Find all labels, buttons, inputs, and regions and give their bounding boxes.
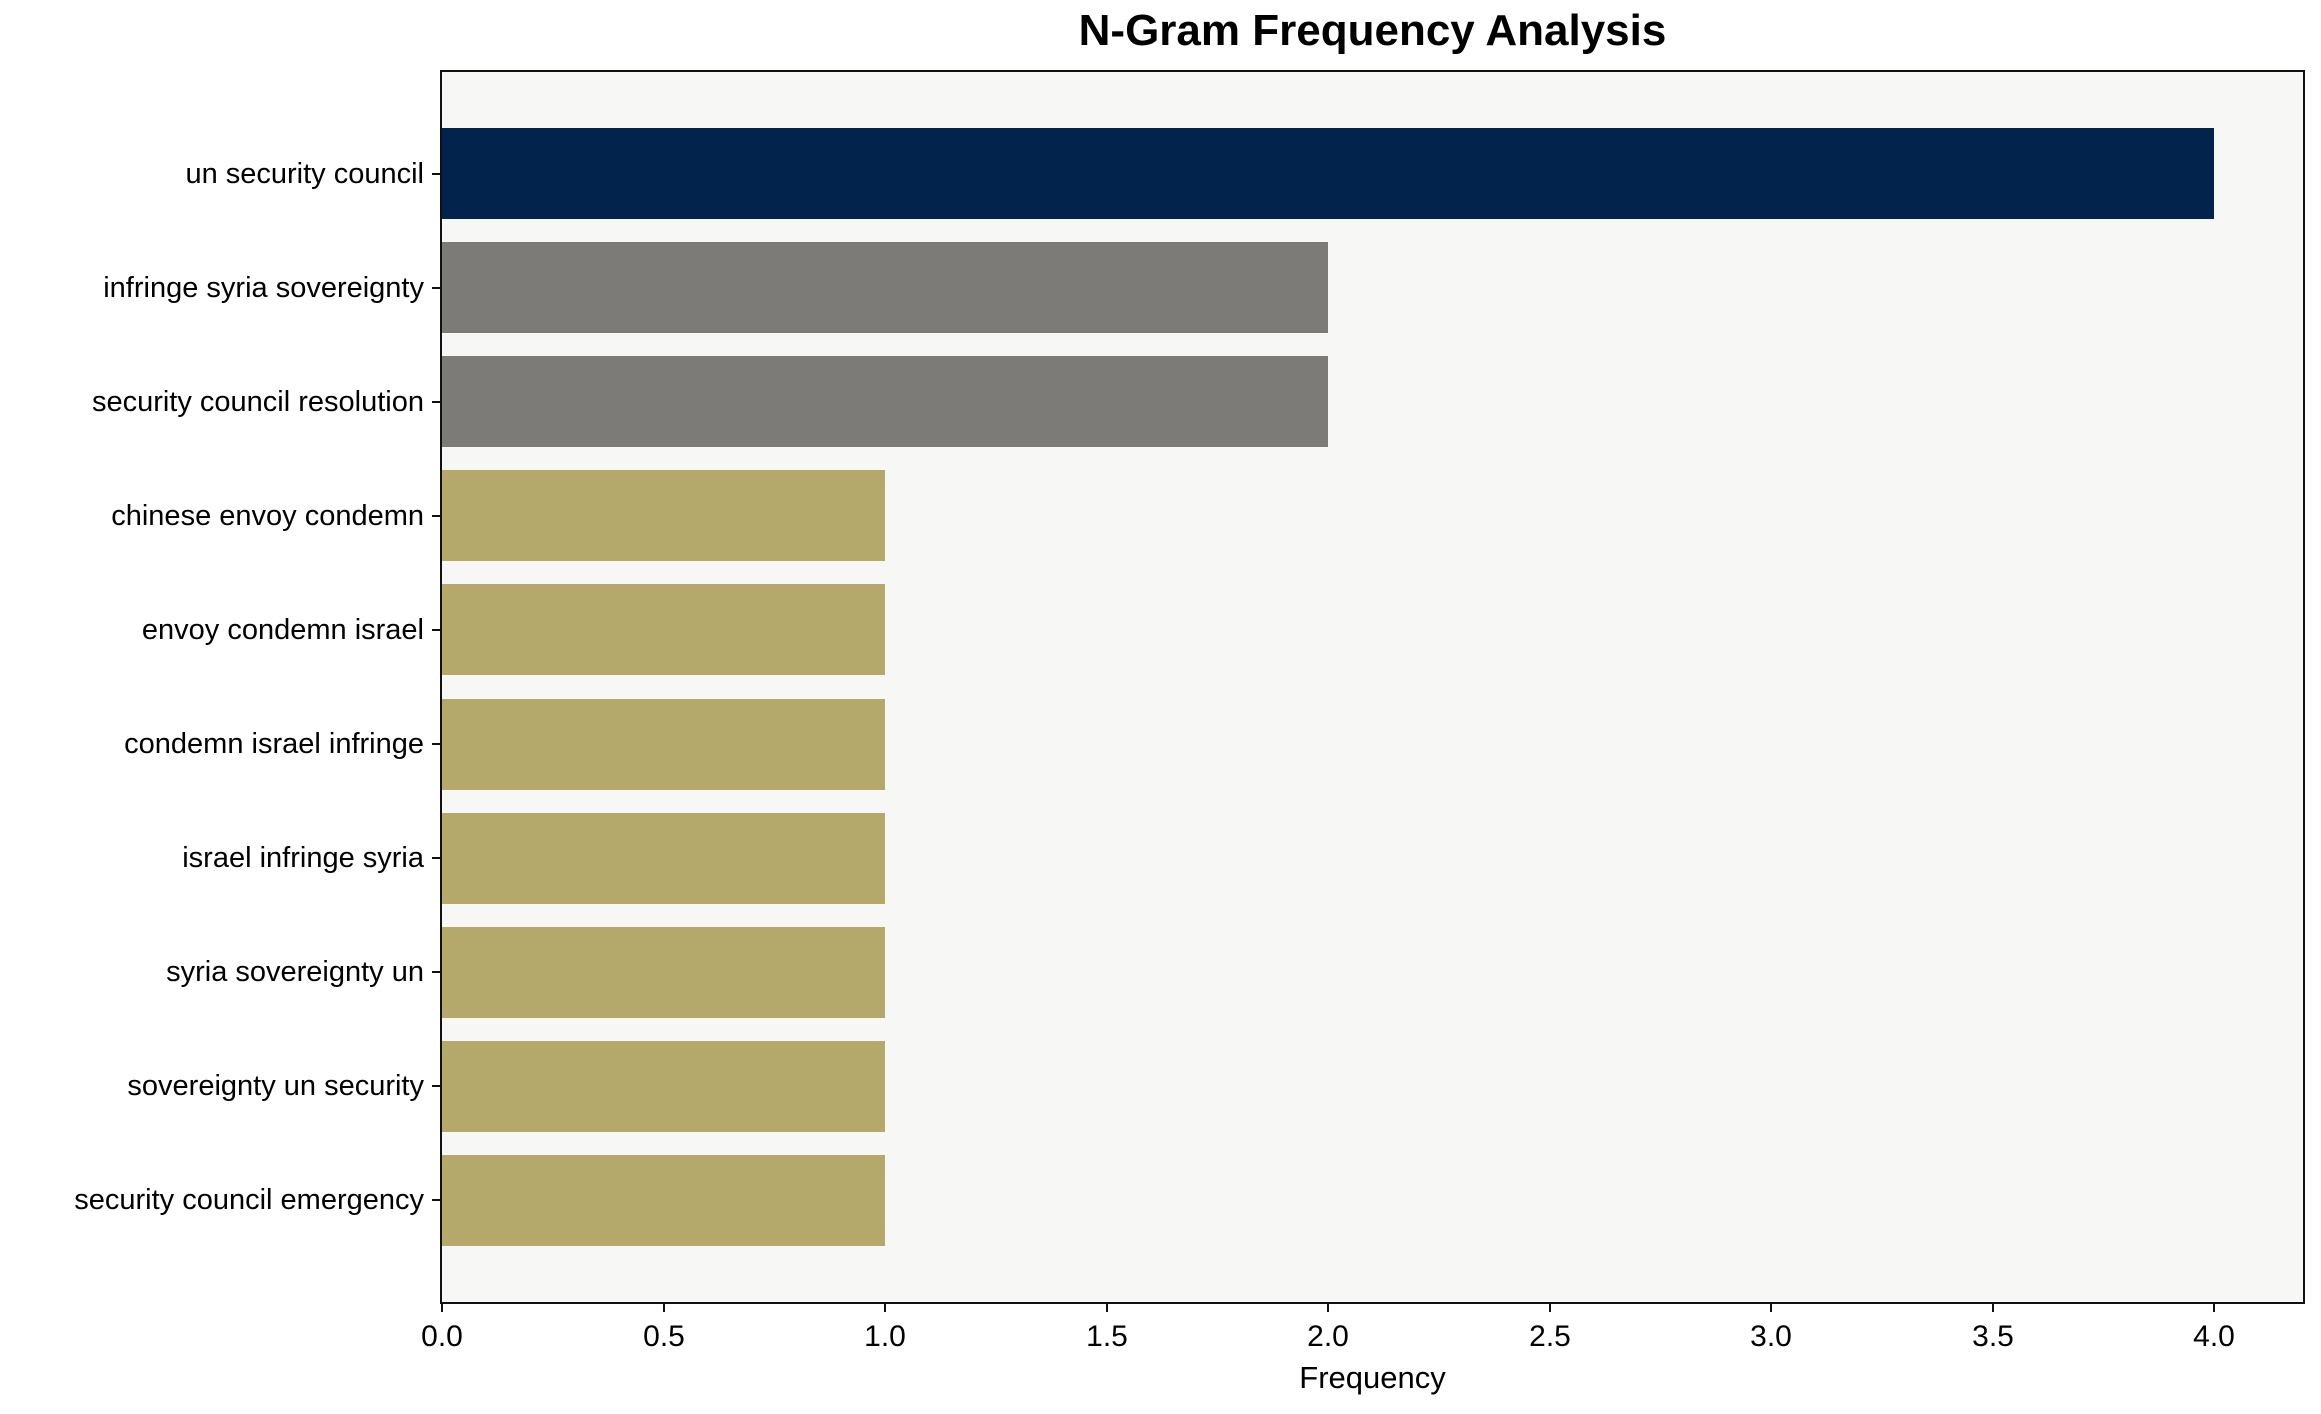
x-tick-label: 2.0 xyxy=(1307,1320,1349,1353)
y-tick-label: israel infringe syria xyxy=(182,842,424,874)
y-tick-mark xyxy=(432,401,442,403)
x-tick-mark xyxy=(663,1302,665,1312)
y-tick-label: infringe syria sovereignty xyxy=(103,272,424,304)
bar xyxy=(442,699,885,790)
x-tick-mark xyxy=(884,1302,886,1312)
y-tick-label: security council emergency xyxy=(74,1184,424,1216)
x-tick-label: 3.5 xyxy=(1972,1320,2014,1353)
bar xyxy=(442,1155,885,1246)
bar xyxy=(442,470,885,561)
bar xyxy=(442,813,885,904)
y-tick-label: chinese envoy condemn xyxy=(111,500,424,532)
y-tick-mark xyxy=(432,173,442,175)
spine-right xyxy=(2303,70,2305,1304)
x-tick-label: 0.0 xyxy=(421,1320,463,1353)
x-tick-label: 1.0 xyxy=(864,1320,906,1353)
chart-title: N-Gram Frequency Analysis xyxy=(1078,6,1667,55)
y-tick-mark xyxy=(432,1199,442,1201)
x-tick-label: 2.5 xyxy=(1529,1320,1571,1353)
y-tick-mark xyxy=(432,515,442,517)
x-tick-mark xyxy=(1106,1302,1108,1312)
y-tick-mark xyxy=(432,629,442,631)
bar xyxy=(442,242,1328,333)
spine-left xyxy=(440,70,442,1304)
bar xyxy=(442,1041,885,1132)
x-tick-mark xyxy=(1327,1302,1329,1312)
bar xyxy=(442,128,2214,219)
x-tick-mark xyxy=(2213,1302,2215,1312)
x-tick-mark xyxy=(1770,1302,1772,1312)
bar xyxy=(442,927,885,1018)
y-tick-mark xyxy=(432,287,442,289)
x-tick-mark xyxy=(1992,1302,1994,1312)
y-tick-mark xyxy=(432,1085,442,1087)
x-tick-label: 0.5 xyxy=(643,1320,685,1353)
y-tick-label: sovereignty un security xyxy=(127,1070,424,1102)
x-tick-label: 3.0 xyxy=(1750,1320,1792,1353)
y-tick-mark xyxy=(432,743,442,745)
x-axis-label: Frequency xyxy=(1299,1360,1446,1395)
x-tick-label: 4.0 xyxy=(2193,1320,2235,1353)
y-tick-label: condemn israel infringe xyxy=(124,728,424,760)
bar xyxy=(442,584,885,675)
x-tick-mark xyxy=(441,1302,443,1312)
bar xyxy=(442,356,1328,447)
x-tick-mark xyxy=(1549,1302,1551,1312)
y-tick-mark xyxy=(432,971,442,973)
spine-top xyxy=(440,70,2305,72)
y-tick-label: un security council xyxy=(185,158,424,190)
y-tick-label: security council resolution xyxy=(91,386,424,418)
y-tick-label: envoy condemn israel xyxy=(141,614,424,646)
y-tick-mark xyxy=(432,857,442,859)
x-tick-label: 1.5 xyxy=(1086,1320,1128,1353)
y-tick-label: syria sovereignty un xyxy=(166,956,424,988)
spine-bottom xyxy=(440,1302,2305,1304)
